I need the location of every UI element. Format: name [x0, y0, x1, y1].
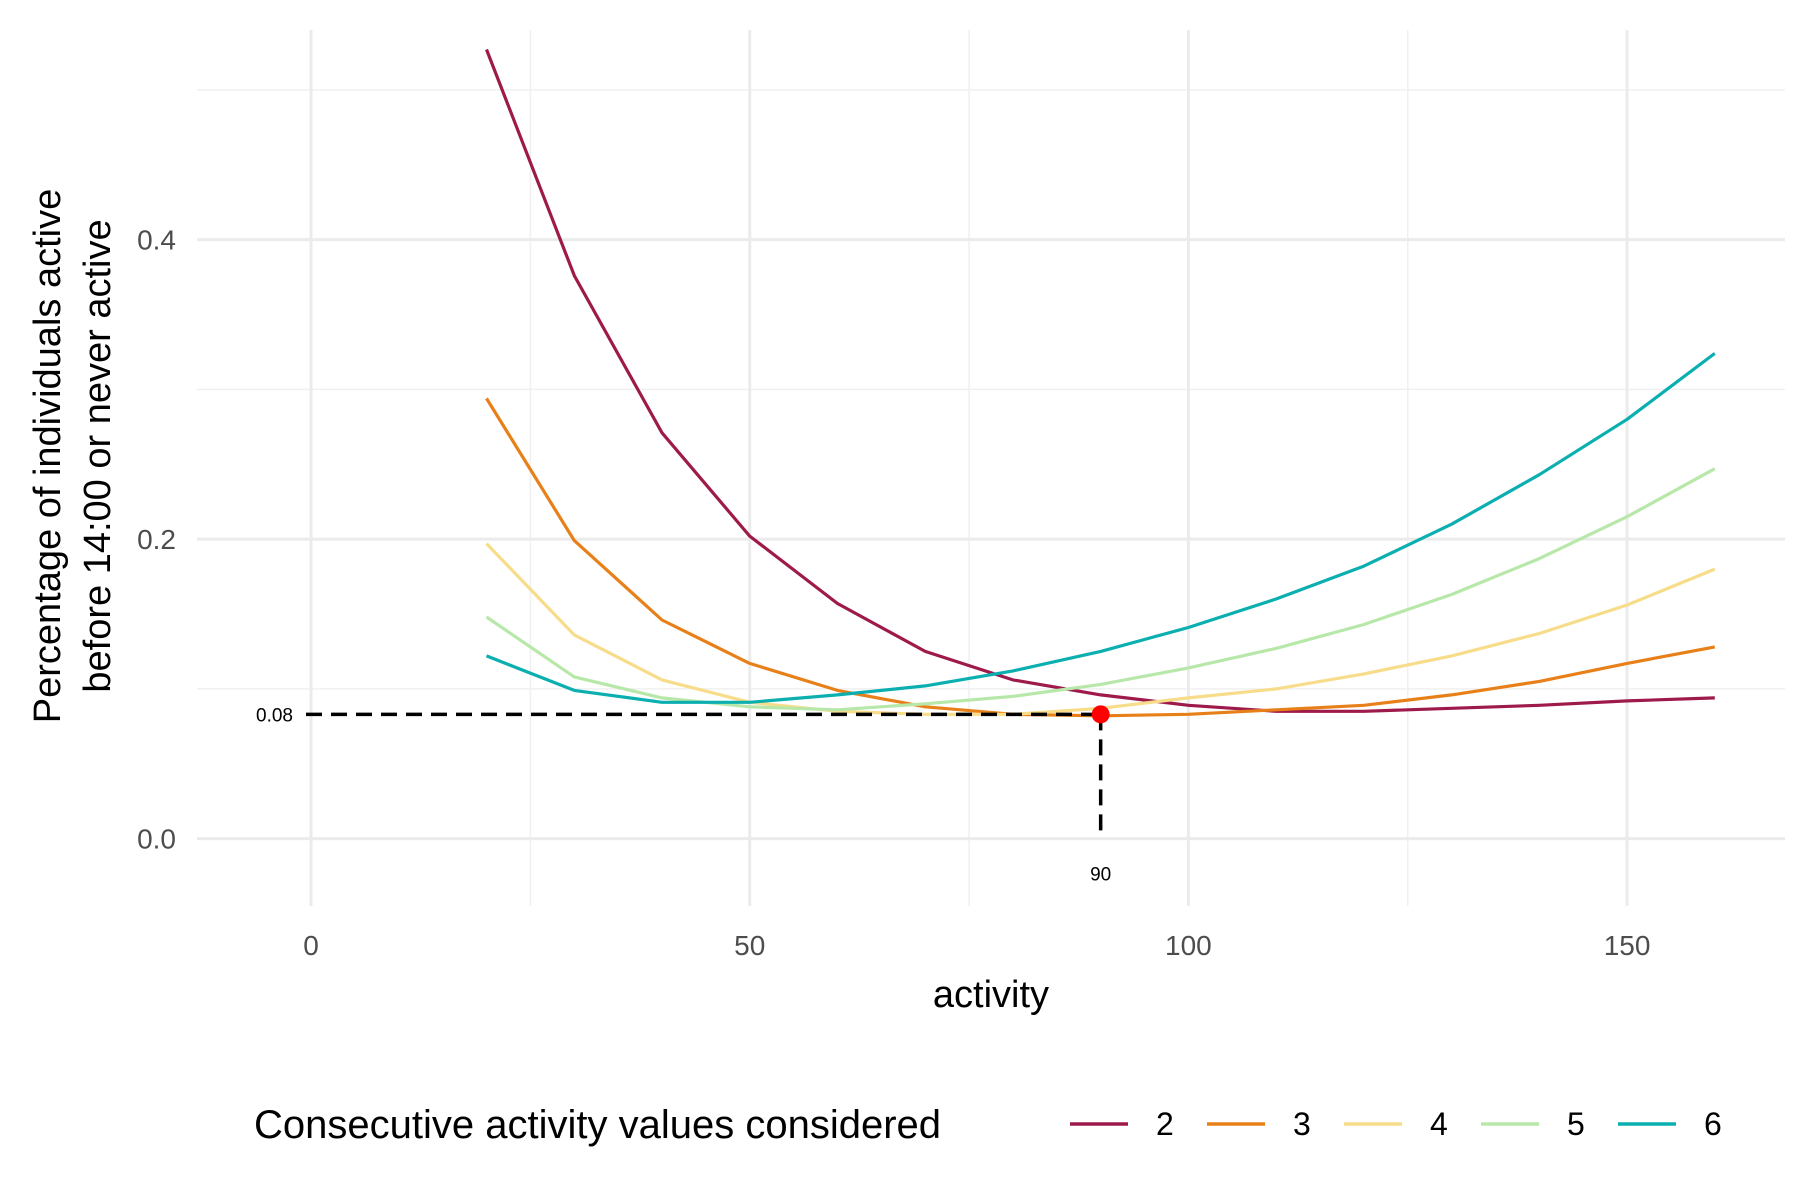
legend-label-2: 2	[1156, 1106, 1174, 1142]
legend-title: Consecutive activity values considered	[254, 1103, 941, 1147]
legend-label-5: 5	[1567, 1106, 1585, 1142]
grid-minor	[197, 30, 1785, 906]
series-line-6	[485, 352, 1716, 704]
y-tick-labels: 0.0 0.2 0.4	[137, 225, 176, 855]
legend-label-3: 3	[1293, 1106, 1311, 1142]
y-axis-title-line2: before 14:00 or never active	[77, 219, 119, 692]
y-tick-label: 0.0	[137, 824, 176, 855]
y-tick-label: 0.4	[137, 225, 176, 256]
legend: Consecutive activity values considered 2…	[254, 1103, 1722, 1147]
x-tick-label: 100	[1165, 930, 1212, 961]
series-line-3	[485, 397, 1716, 718]
annotation-y-label: 0.08	[256, 705, 293, 726]
annotation: 0.08 90	[256, 705, 1111, 886]
annotation-point	[1091, 705, 1110, 724]
legend-label-6: 6	[1704, 1106, 1722, 1142]
series-lines	[485, 48, 1716, 718]
legend-label-4: 4	[1430, 1106, 1448, 1142]
series-line-5	[485, 467, 1716, 712]
x-tick-label: 50	[734, 930, 765, 961]
y-tick-label: 0.2	[137, 524, 176, 555]
x-axis-title: activity	[933, 974, 1049, 1016]
x-tick-label: 0	[303, 930, 319, 961]
annotation-x-label: 90	[1090, 865, 1111, 886]
grid-major	[197, 30, 1785, 906]
y-axis-title-line1: Percentage of individuals active	[27, 189, 69, 723]
series-line-2	[485, 48, 1715, 713]
x-tick-label: 150	[1604, 930, 1651, 961]
legend-items: 2 3 4 5 6	[1070, 1106, 1722, 1142]
x-tick-labels: 0 50 100 150	[303, 930, 1650, 961]
